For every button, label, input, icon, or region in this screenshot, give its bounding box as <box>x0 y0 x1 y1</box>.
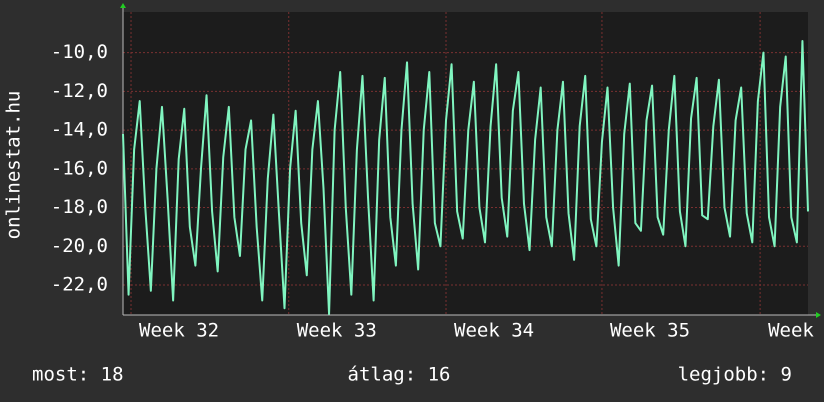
x-tick-label: Week 35 <box>610 320 690 342</box>
y-tick-label: -12,0 <box>51 80 108 102</box>
y-tick-label: -16,0 <box>51 157 108 179</box>
y-tick-label: -18,0 <box>51 196 108 218</box>
x-tick-label: Week <box>768 320 814 342</box>
x-axis-arrow <box>816 312 821 318</box>
y-tick-label: -22,0 <box>51 273 108 295</box>
footer-max: legjobb: 9 <box>678 364 792 386</box>
y-tick-label: -20,0 <box>51 235 108 257</box>
y-axis-arrow <box>120 3 126 8</box>
y-tick-label: -10,0 <box>51 41 108 63</box>
footer-current: most: 18 <box>32 364 124 386</box>
data-line <box>122 40 809 316</box>
plot-area <box>123 12 808 315</box>
footer-average: átlag: 16 <box>348 364 451 386</box>
x-tick-label: Week 32 <box>139 320 219 342</box>
y-tick-label: -14,0 <box>51 119 108 141</box>
y-axis-label: onlinestat.hu <box>3 91 25 240</box>
x-tick-label: Week 34 <box>454 320 534 342</box>
x-tick-label: Week 33 <box>297 320 377 342</box>
